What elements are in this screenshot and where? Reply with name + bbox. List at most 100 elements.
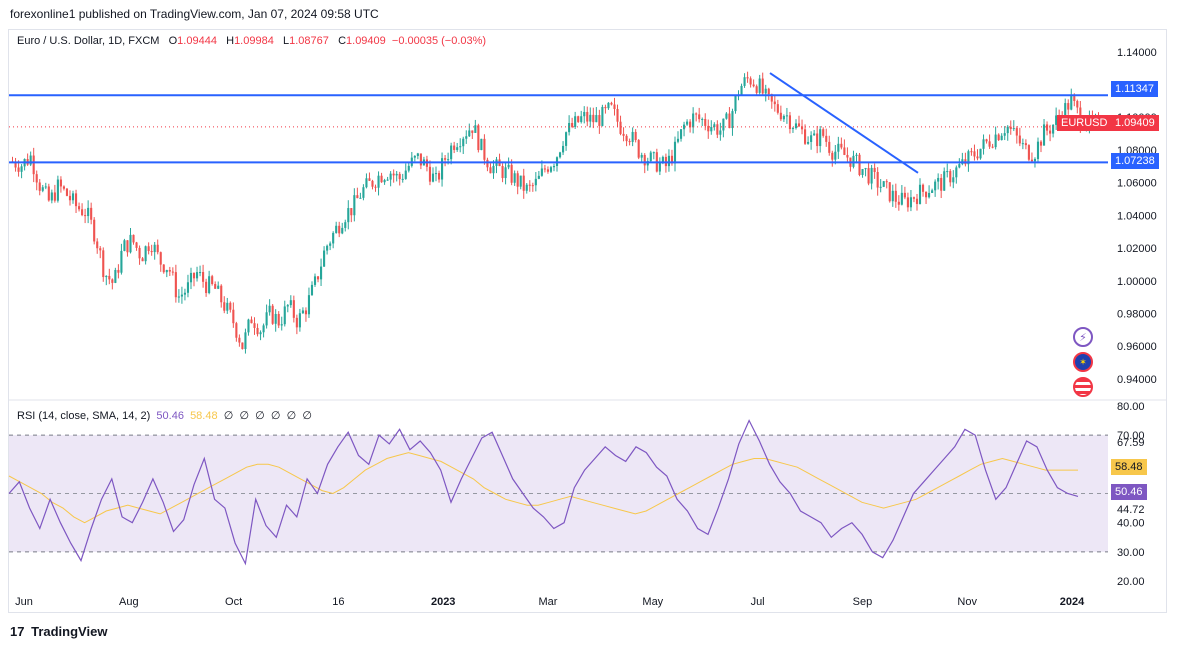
candle-body xyxy=(474,125,477,133)
candle-body xyxy=(171,271,174,273)
candle-body xyxy=(268,305,271,313)
candle-body xyxy=(29,155,32,165)
candle-body xyxy=(78,206,81,210)
candle-body xyxy=(870,167,873,184)
candle-body xyxy=(205,281,208,294)
candle-body xyxy=(398,173,401,180)
candle-body xyxy=(1015,128,1018,136)
candle-body xyxy=(540,168,543,176)
candle-body xyxy=(147,246,150,251)
candle-body xyxy=(740,85,743,96)
rsi-line xyxy=(8,419,1079,566)
rsi-axis-label: 80.00 xyxy=(1117,401,1145,413)
candle-body xyxy=(897,201,900,205)
price-axis-label: 1.04000 xyxy=(1117,210,1157,222)
lightning-icon[interactable]: ⚡ xyxy=(1073,327,1093,347)
candle-body xyxy=(450,145,453,160)
candle-body xyxy=(183,292,186,295)
candle-body xyxy=(1067,103,1070,110)
candle-body xyxy=(743,77,746,86)
candle-body xyxy=(586,111,589,122)
candle-body xyxy=(979,148,982,159)
candle-body xyxy=(937,177,940,182)
candle-body xyxy=(749,78,752,85)
candle-body xyxy=(1018,135,1021,144)
candle-body xyxy=(861,169,864,175)
candle-body xyxy=(274,313,277,324)
us-flag-icon[interactable] xyxy=(1073,377,1093,397)
candle-body xyxy=(846,154,849,158)
candle-body xyxy=(444,158,447,160)
candle-body xyxy=(307,295,311,315)
candle-body xyxy=(298,313,301,328)
candle-body xyxy=(392,173,395,176)
candle-body xyxy=(68,195,72,201)
candle-body xyxy=(831,152,834,160)
time-axis-label: Nov xyxy=(957,596,977,608)
candle-body xyxy=(192,272,196,279)
low-value: 1.08767 xyxy=(289,35,329,47)
rsi-hidden-value: ∅ xyxy=(286,410,297,422)
rsi-legend: RSI (14, close, SMA, 14, 2) 50.46 58.48 … xyxy=(17,409,312,422)
candle-body xyxy=(658,162,661,172)
candle-body xyxy=(619,121,622,134)
open-label: O xyxy=(168,35,178,47)
candle-body xyxy=(341,227,344,234)
candle-body xyxy=(676,138,680,142)
candle-body xyxy=(731,111,734,129)
candle-body xyxy=(456,147,459,150)
rsi-hidden-value: ∅ xyxy=(255,410,265,422)
candle-body xyxy=(501,166,504,179)
candle-body xyxy=(111,279,114,283)
candle-body xyxy=(746,77,749,79)
candle-body xyxy=(565,132,568,146)
candle-body xyxy=(628,141,631,143)
candle-body xyxy=(353,195,356,216)
close-label: C xyxy=(338,35,347,47)
candle-body xyxy=(912,197,916,199)
candle-body xyxy=(816,133,819,147)
candle-body xyxy=(17,167,20,172)
candle-body xyxy=(779,112,782,120)
candle-body xyxy=(365,178,368,188)
candle-body xyxy=(701,119,704,121)
candle-body xyxy=(277,313,280,326)
candle-body xyxy=(477,125,480,151)
candle-body xyxy=(304,310,307,315)
candle-body xyxy=(232,309,235,324)
candle-body xyxy=(879,186,882,188)
candle-body xyxy=(804,129,807,144)
candle-body xyxy=(253,323,256,328)
candle-body xyxy=(186,282,190,293)
candle-body xyxy=(613,104,616,109)
candle-body xyxy=(882,181,885,187)
candle-body xyxy=(788,115,791,130)
rsi-axis-label: 20.00 xyxy=(1117,576,1145,588)
rsi-value-tag: 50.46 xyxy=(1111,484,1147,500)
rsi-axis-label: 44.72 xyxy=(1117,504,1145,516)
candle-body xyxy=(434,173,438,175)
tradingview-logo-icon: 17 xyxy=(10,624,25,639)
candle-body xyxy=(689,121,692,128)
candle-body xyxy=(574,116,577,127)
candle-body xyxy=(32,155,35,175)
candle-body xyxy=(153,244,156,253)
candle-body xyxy=(764,88,767,94)
candle-body xyxy=(722,118,725,131)
candle-body xyxy=(988,141,991,147)
candle-body xyxy=(785,115,788,117)
candle-body xyxy=(643,154,646,166)
rsi-axis-label: 67.59 xyxy=(1117,437,1145,449)
candle-body xyxy=(159,252,162,265)
candle-body xyxy=(967,151,970,165)
candle-body xyxy=(885,181,888,183)
eu-flag-icon[interactable]: ✶ xyxy=(1073,352,1093,372)
candle-body xyxy=(531,185,534,187)
candle-body xyxy=(973,151,976,157)
candle-body xyxy=(323,250,326,267)
candle-body xyxy=(970,151,973,153)
candle-body xyxy=(552,165,556,168)
candle-body xyxy=(622,133,625,136)
candle-body xyxy=(876,171,879,188)
